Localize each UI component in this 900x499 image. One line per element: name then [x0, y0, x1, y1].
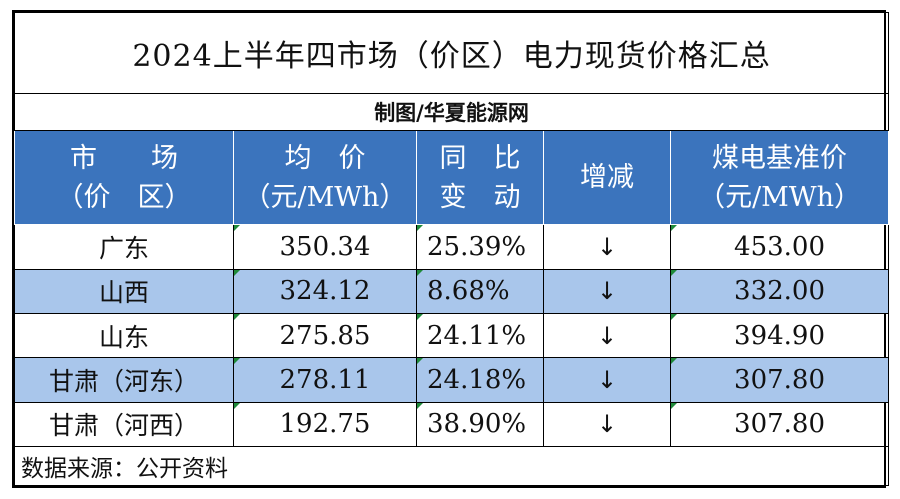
down-arrow-icon: ↓ [596, 410, 618, 439]
cell-coal-price-value: 394.90 [734, 320, 826, 351]
chart-credit: 制图/华夏能源网 [13, 93, 890, 132]
cell-avg-price: 324.12 [233, 268, 417, 314]
cell-change: ↓ [543, 268, 671, 314]
cell-change: ↓ [543, 401, 671, 447]
cell-marker [417, 225, 423, 232]
cell-marker [234, 358, 240, 365]
cell-coal-price: 332.00 [669, 268, 890, 314]
cell-marker [234, 314, 240, 320]
header-yoy: 同 比 变 动 [416, 130, 544, 226]
header-coal-price-line2: （元/MWh） [698, 181, 861, 213]
header-market: 市 场 （价 区） [14, 130, 234, 226]
cell-avg-price-value: 324.12 [279, 276, 371, 307]
cell-marker [234, 225, 240, 232]
cell-avg-price-value: 192.75 [279, 409, 371, 440]
cell-avg-price: 275.85 [233, 312, 417, 359]
cell-yoy: 8.68% [416, 268, 544, 314]
cell-coal-price: 453.00 [669, 224, 890, 270]
cell-marker [671, 314, 677, 320]
cell-market: 山东 [14, 312, 234, 359]
cell-yoy: 24.18% [416, 357, 544, 403]
data-source-note: 数据来源：公开资料 [13, 445, 890, 487]
cell-market: 山西 [14, 268, 234, 314]
cell-coal-price: 394.90 [669, 312, 890, 359]
table-row: 甘肃（河西） 192.75 38.90% ↓ 307.80 [14, 401, 890, 447]
table-row: 甘肃（河东） 278.11 24.18% ↓ 307.80 [14, 357, 890, 403]
cell-marker [671, 358, 677, 365]
cell-yoy-value: 24.18% [427, 364, 527, 395]
cell-market: 甘肃（河西） [14, 401, 234, 447]
header-yoy-line1: 同 比 [439, 142, 521, 174]
table-row: 广东 350.34 25.39% ↓ 453.00 [14, 224, 890, 270]
header-change: 增减 [543, 130, 671, 226]
cell-coal-price-value: 307.80 [734, 364, 826, 395]
cell-marker [417, 358, 423, 365]
cell-coal-price-value: 453.00 [734, 231, 826, 262]
cell-yoy: 24.11% [416, 312, 544, 359]
cell-avg-price-value: 275.85 [279, 320, 371, 351]
cell-market: 广东 [14, 224, 234, 270]
cell-avg-price-value: 278.11 [279, 364, 371, 395]
cell-avg-price: 278.11 [233, 357, 417, 403]
cell-coal-price: 307.80 [669, 357, 890, 403]
table-title: 2024上半年四市场（价区）电力现货价格汇总 [13, 11, 890, 95]
header-coal-price: 煤电基准价 （元/MWh） [669, 130, 890, 226]
cell-marker [234, 270, 240, 276]
header-avg-price-line1: 均 价 [284, 142, 366, 174]
cell-marker [671, 270, 677, 276]
header-avg-price-line2: （元/MWh） [243, 181, 407, 213]
cell-coal-price: 307.80 [669, 401, 890, 447]
down-arrow-icon: ↓ [596, 277, 618, 306]
table-row: 山东 275.85 24.11% ↓ 394.90 [14, 312, 890, 359]
cell-avg-price: 192.75 [233, 401, 417, 447]
cell-marker [671, 403, 677, 409]
down-arrow-icon: ↓ [596, 365, 618, 394]
cell-yoy-value: 25.39% [427, 231, 527, 262]
cell-marker [417, 403, 423, 409]
header-coal-price-line1: 煤电基准价 [712, 142, 848, 174]
cell-yoy: 25.39% [416, 224, 544, 270]
cell-change: ↓ [543, 312, 671, 359]
cell-market: 甘肃（河东） [14, 357, 234, 403]
cell-coal-price-value: 332.00 [734, 276, 826, 307]
cell-marker [234, 403, 240, 409]
table-row: 山西 324.12 8.68% ↓ 332.00 [14, 268, 890, 314]
cell-marker [417, 270, 423, 276]
price-summary-table-frame: 2024上半年四市场（价区）电力现货价格汇总 制图/华夏能源网 市 场 （价 区… [12, 10, 890, 488]
down-arrow-icon: ↓ [596, 321, 618, 350]
cell-yoy-value: 38.90% [427, 409, 527, 440]
header-market-line1: 市 场 [70, 142, 178, 174]
cell-avg-price: 350.34 [233, 224, 417, 270]
cell-avg-price-value: 350.34 [279, 231, 371, 262]
cell-marker [417, 314, 423, 320]
header-market-line2: （价 区） [56, 181, 192, 213]
cell-change: ↓ [543, 357, 671, 403]
cell-marker [671, 225, 677, 232]
cell-yoy-value: 24.11% [427, 320, 527, 351]
down-arrow-icon: ↓ [596, 232, 618, 261]
price-summary-table: 2024上半年四市场（价区）电力现货价格汇总 制图/华夏能源网 市 场 （价 区… [13, 11, 890, 487]
cell-yoy: 38.90% [416, 401, 544, 447]
header-yoy-line2: 变 动 [439, 181, 521, 213]
cell-change: ↓ [543, 224, 671, 270]
header-avg-price: 均 价 （元/MWh） [233, 130, 417, 226]
header-row: 市 场 （价 区） 均 价 （元/MWh） 同 比 变 动 增减 煤电基准价 （… [14, 130, 890, 226]
cell-coal-price-value: 307.80 [734, 409, 826, 440]
cell-yoy-value: 8.68% [427, 276, 510, 307]
